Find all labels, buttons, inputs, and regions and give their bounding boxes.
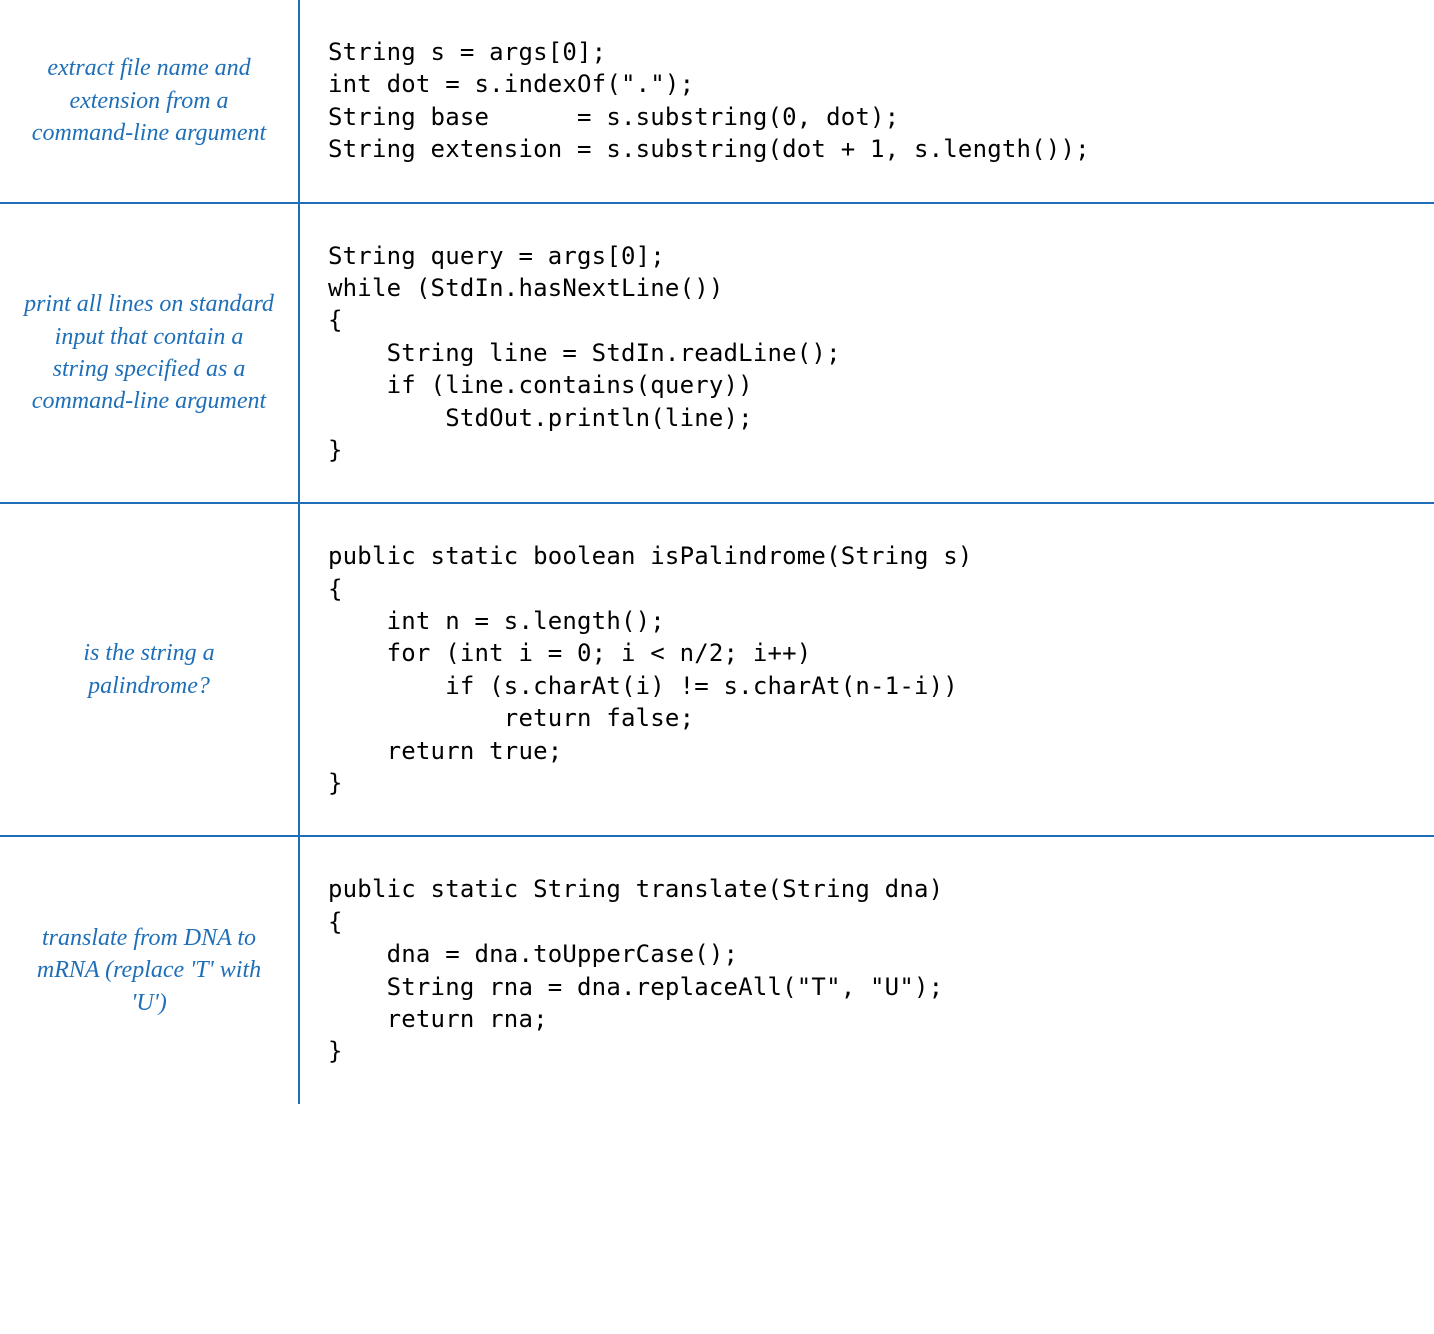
- example-label: translate from DNA to mRNA (replace 'T' …: [24, 922, 274, 1019]
- example-code: public static String translate(String dn…: [328, 873, 943, 1067]
- code-examples-table: extract file name and extension from a c…: [0, 0, 1434, 1104]
- label-cell: extract file name and extension from a c…: [0, 0, 300, 202]
- example-label: print all lines on standard input that c…: [24, 288, 274, 418]
- code-cell: String query = args[0]; while (StdIn.has…: [300, 204, 1434, 503]
- table-row: print all lines on standard input that c…: [0, 204, 1434, 505]
- example-code: public static boolean isPalindrome(Strin…: [328, 540, 973, 799]
- example-code: String query = args[0]; while (StdIn.has…: [328, 240, 841, 467]
- label-cell: is the string a palindrome?: [0, 504, 300, 835]
- table-row: is the string a palindrome? public stati…: [0, 504, 1434, 837]
- table-row: extract file name and extension from a c…: [0, 0, 1434, 204]
- table-row: translate from DNA to mRNA (replace 'T' …: [0, 837, 1434, 1103]
- example-label: is the string a palindrome?: [24, 637, 274, 702]
- example-code: String s = args[0]; int dot = s.indexOf(…: [328, 36, 1090, 166]
- code-cell: String s = args[0]; int dot = s.indexOf(…: [300, 0, 1434, 202]
- code-cell: public static String translate(String dn…: [300, 837, 1434, 1103]
- code-cell: public static boolean isPalindrome(Strin…: [300, 504, 1434, 835]
- label-cell: print all lines on standard input that c…: [0, 204, 300, 503]
- label-cell: translate from DNA to mRNA (replace 'T' …: [0, 837, 300, 1103]
- example-label: extract file name and extension from a c…: [24, 52, 274, 149]
